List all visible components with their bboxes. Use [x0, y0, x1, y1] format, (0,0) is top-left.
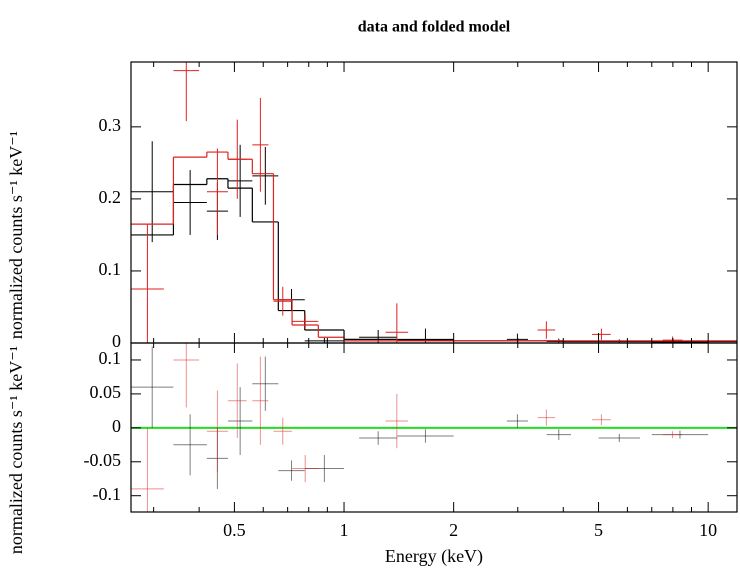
- data-panel: [131, 62, 737, 343]
- chart-title: data and folded model: [358, 19, 511, 36]
- plot-frame: [130, 61, 738, 344]
- y2-tick-label: -0.05: [84, 450, 122, 470]
- x-tick-label: 2: [449, 520, 458, 540]
- y-tick-label: 0.1: [99, 259, 122, 279]
- y-tick-label: 0.2: [99, 187, 122, 207]
- y2-tick-label: 0.05: [90, 382, 122, 402]
- y2-tick-label: -0.1: [93, 484, 122, 504]
- x-tick-label: 5: [594, 520, 603, 540]
- y-axis-label: normalized counts s⁻¹ keV⁻¹: [6, 131, 26, 339]
- x-tick-label: 1: [340, 520, 349, 540]
- x-tick-label: 0.5: [223, 520, 246, 540]
- y-tick-label: 0.3: [99, 115, 122, 135]
- y2-tick-label: 0: [112, 416, 121, 436]
- residual-y-axis-label: normalized counts s⁻¹ keV⁻¹: [6, 346, 26, 554]
- residual-panel: [131, 343, 737, 512]
- x-axis-label: Energy (keV): [385, 546, 483, 567]
- y-tick-label: 0: [112, 331, 121, 351]
- y2-tick-label: 0.1: [99, 348, 122, 368]
- x-tick-label: 10: [699, 520, 717, 540]
